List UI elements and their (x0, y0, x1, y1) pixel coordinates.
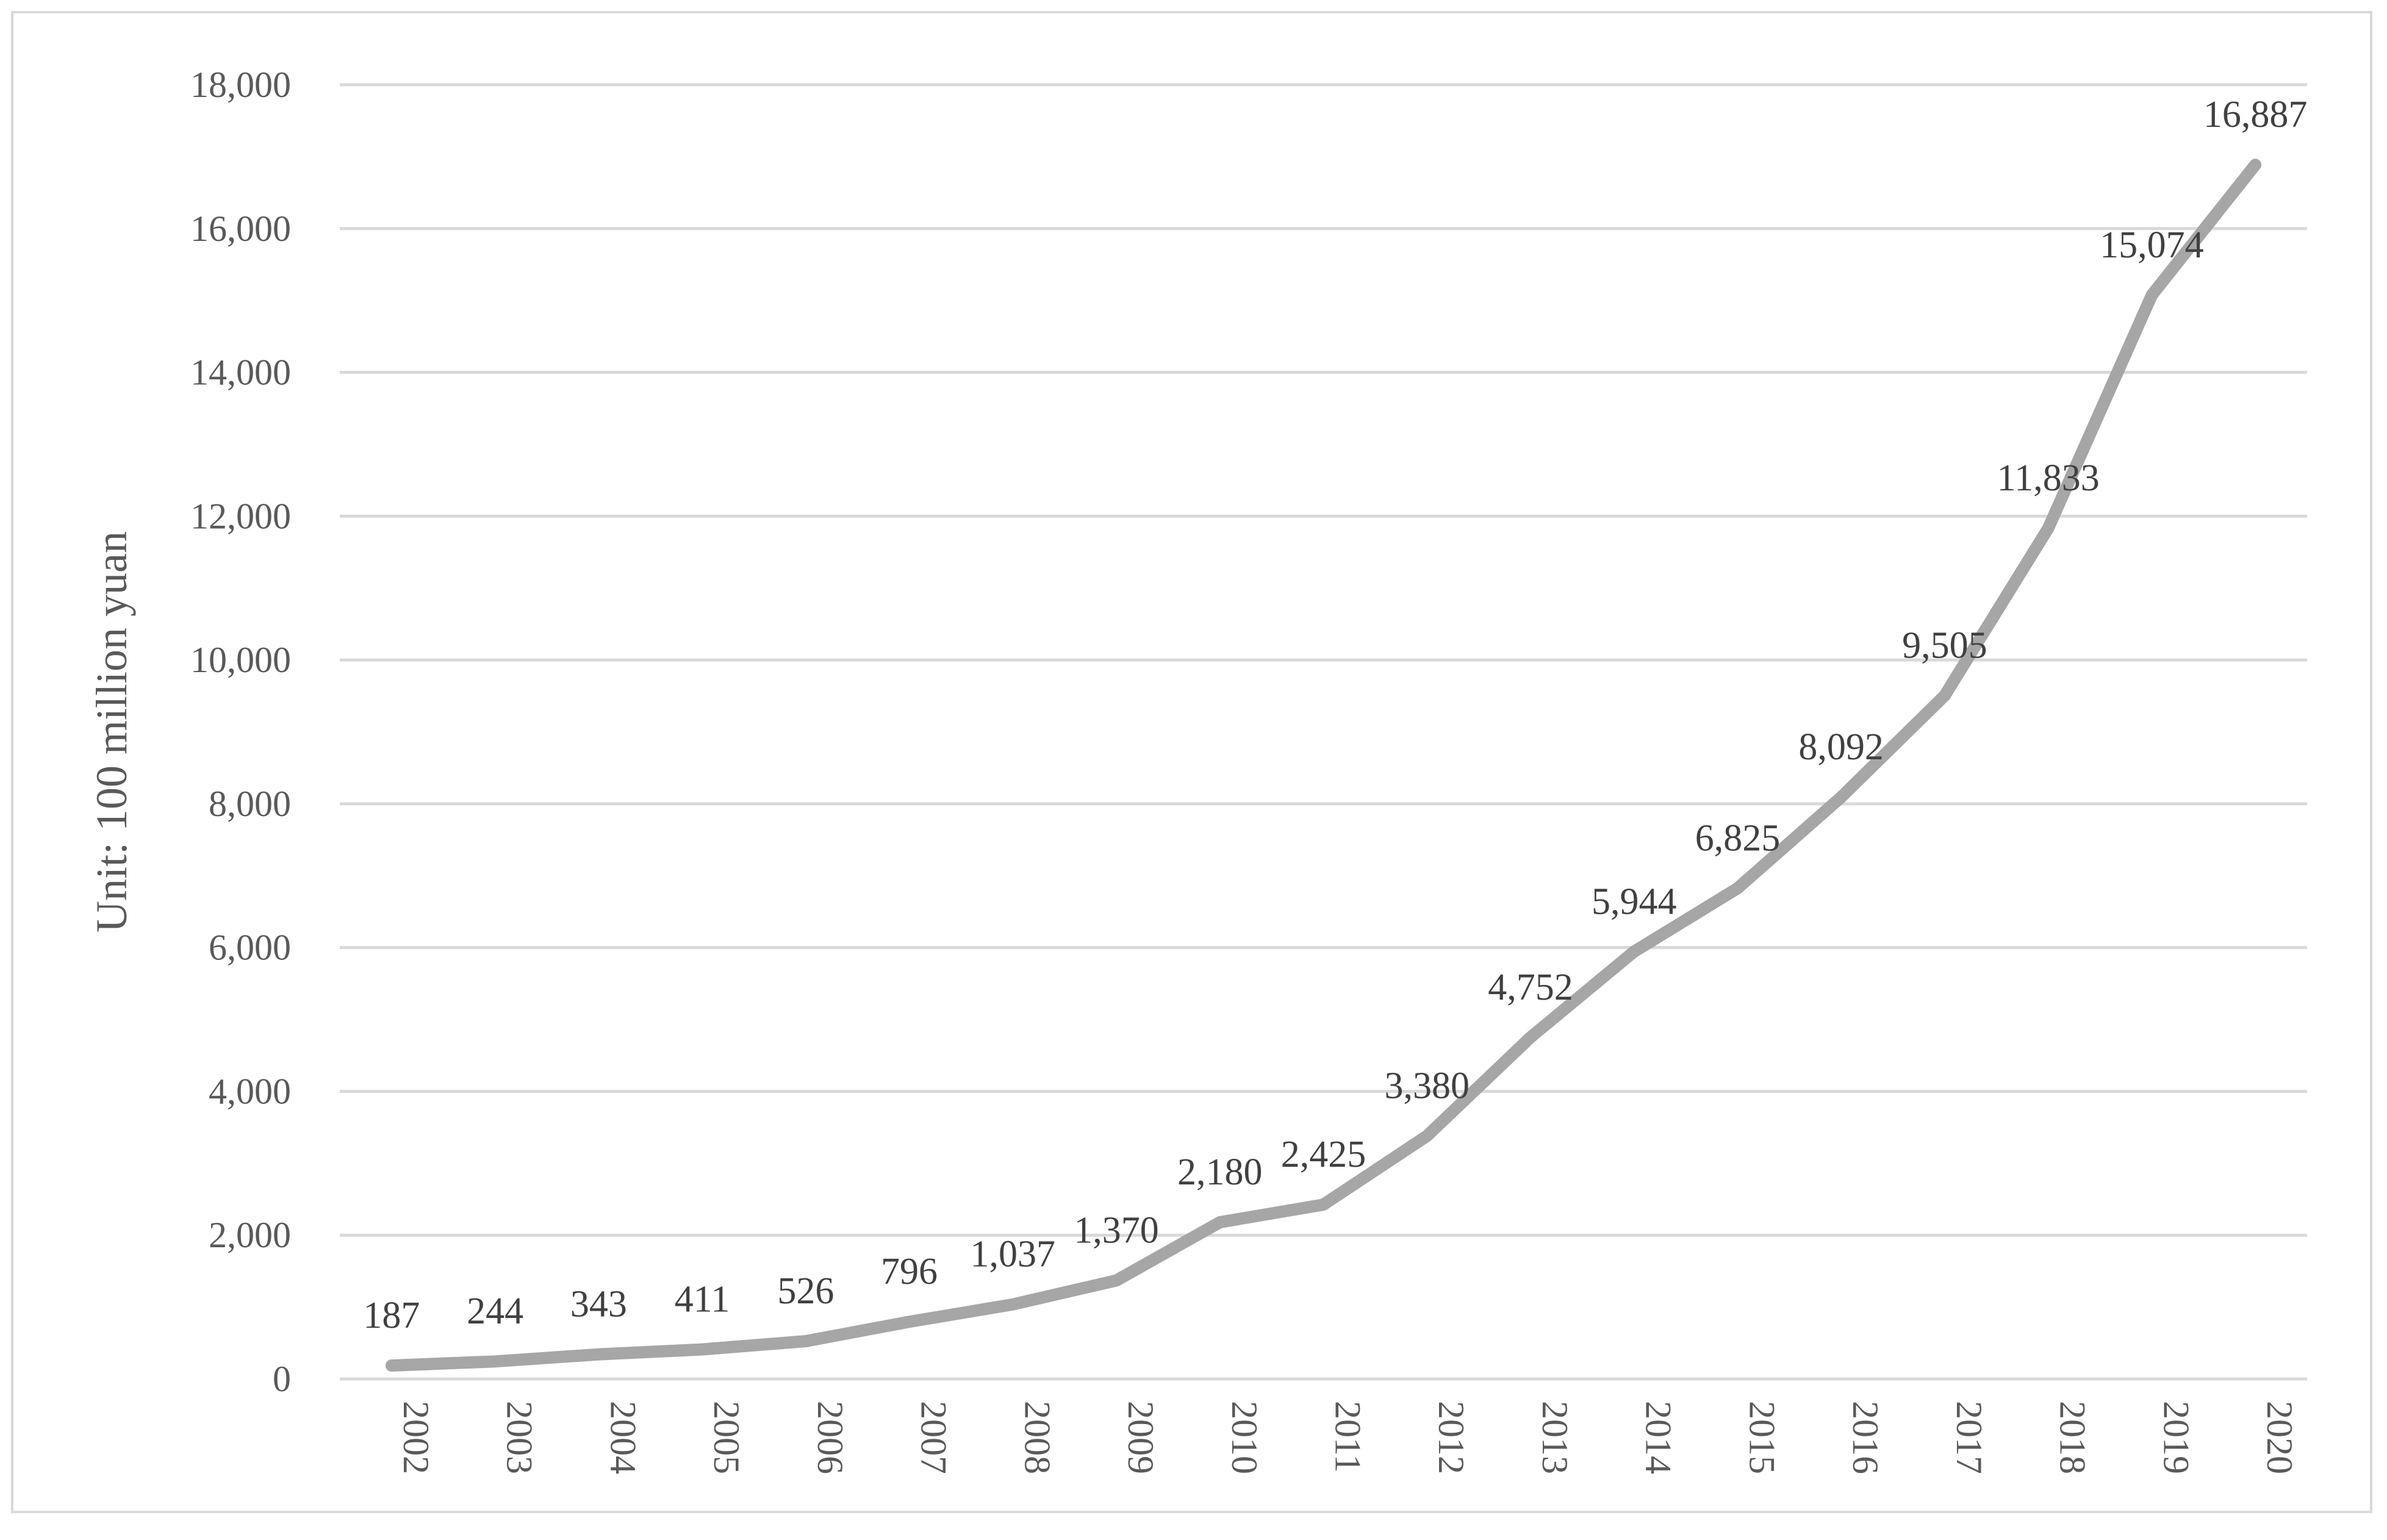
x-tick-label: 2002 (396, 1401, 436, 1474)
y-tick-label: 10,000 (190, 640, 291, 680)
data-label: 11,833 (1997, 457, 2100, 499)
data-label: 4,752 (1488, 967, 1573, 1008)
x-tick-label: 2004 (603, 1401, 643, 1474)
y-tick-label: 6,000 (209, 928, 291, 968)
x-tick-label: 2010 (1224, 1401, 1265, 1474)
data-label: 796 (881, 1251, 938, 1292)
y-tick-label: 4,000 (209, 1071, 291, 1111)
y-axis-ticks: 0 2,000 4,000 6,000 8,000 10,000 12,000 14,000 1… (190, 65, 291, 1399)
chart-frame: 0 2,000 4,000 6,000 8,000 10,000 12,000 14,000 1… (11, 11, 2372, 1513)
data-label: 16,887 (2203, 94, 2308, 135)
x-tick-label: 2014 (1639, 1401, 1679, 1474)
x-tick-label: 2003 (500, 1401, 540, 1474)
x-tick-label: 2015 (1742, 1401, 1782, 1474)
y-tick-label: 16,000 (190, 209, 291, 249)
data-label: 411 (675, 1279, 730, 1320)
data-label: 15,074 (2100, 224, 2204, 266)
y-tick-label: 18,000 (190, 65, 291, 105)
x-tick-label: 2019 (2156, 1401, 2196, 1474)
data-label: 2,180 (1177, 1151, 1263, 1193)
y-tick-label: 2,000 (209, 1215, 291, 1255)
x-tick-label: 2006 (810, 1401, 850, 1474)
x-tick-label: 2018 (2053, 1401, 2093, 1474)
y-tick-label: 0 (273, 1359, 291, 1399)
data-label: 187 (363, 1295, 420, 1336)
x-tick-label: 2012 (1431, 1401, 1471, 1474)
data-label: 526 (777, 1270, 834, 1312)
y-tick-label: 8,000 (209, 784, 291, 824)
data-label: 1,370 (1074, 1209, 1159, 1251)
line-chart: 0 2,000 4,000 6,000 8,000 10,000 12,000 14,000 1… (87, 65, 2307, 1474)
data-label: 343 (570, 1284, 627, 1325)
y-tick-label: 12,000 (190, 496, 291, 536)
data-label: 244 (467, 1291, 523, 1332)
data-label: 5,944 (1592, 881, 1677, 922)
data-labels: 187 244 343 411 526 796 1,037 1,370 2,180 2,425 3,… (363, 94, 2307, 1336)
y-tick-label: 14,000 (190, 353, 291, 393)
x-tick-label: 2011 (1328, 1401, 1368, 1473)
x-tick-label: 2008 (1017, 1401, 1057, 1474)
y-axis-title: Unit: 100 million yuan (87, 531, 136, 933)
data-label: 8,092 (1798, 726, 1884, 768)
x-tick-label: 2017 (1949, 1401, 1989, 1474)
x-axis-ticks: 2002 2003 2004 2005 2006 2007 2008 2009 2010 2011… (396, 1401, 2300, 1474)
gridlines (340, 83, 2307, 1381)
x-tick-label: 2005 (706, 1401, 747, 1474)
data-label: 1,037 (971, 1234, 1056, 1275)
data-label: 2,425 (1281, 1134, 1366, 1175)
x-tick-label: 2013 (1535, 1401, 1575, 1474)
data-label: 6,825 (1695, 817, 1781, 859)
series-line (385, 159, 2262, 1372)
data-label: 3,380 (1384, 1065, 1470, 1107)
x-tick-label: 2009 (1121, 1401, 1161, 1474)
data-label: 9,505 (1902, 625, 1987, 666)
x-tick-label: 2007 (914, 1401, 954, 1474)
x-tick-label: 2016 (1845, 1401, 1886, 1474)
x-tick-label: 2020 (2260, 1401, 2300, 1474)
